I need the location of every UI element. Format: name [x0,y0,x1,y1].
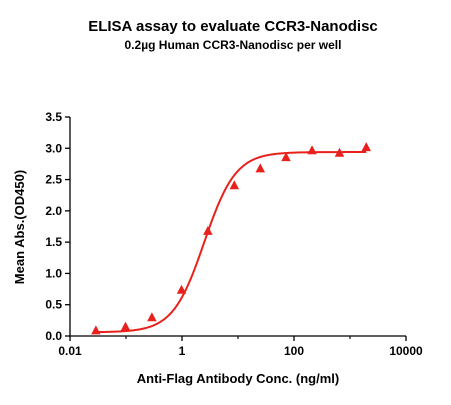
data-point [334,147,345,157]
x-tick-label: 100 [284,344,304,358]
data-point [120,321,131,331]
plot-area: 0.0 0.5 1.0 1.5 2.0 2.5 3.0 3.5 0.01 1 100 10000 [45,110,423,358]
y-tick-label: 1.0 [45,266,62,280]
data-point [361,142,371,152]
data-point [255,163,266,173]
y-tick-label: 1.5 [45,235,62,249]
y-tick-label: 3.5 [45,110,62,124]
y-tick-label: 0.5 [45,298,62,312]
y-tick-label: 3.0 [45,141,62,155]
y-tick-label: 2.0 [45,204,62,218]
data-point [147,312,157,322]
chart-title: ELISA assay to evaluate CCR3-Nanodisc [88,18,378,35]
y-axis-label: Mean Abs.(OD450) [12,170,27,284]
x-tick-label: 10000 [389,344,423,358]
x-axis-label: Anti-Flag Antibody Conc. (ng/ml) [137,371,339,386]
data-point [229,180,240,190]
data-point [91,325,101,335]
fit-curve [95,151,367,334]
data-point [203,225,213,235]
y-tick-label: 2.5 [45,173,62,187]
data-point [281,152,291,162]
data-point [307,145,317,155]
y-tick-label: 0.0 [45,329,62,343]
data-point [176,284,187,294]
chart-subtitle: 0.2µg Human CCR3-Nanodisc per well [125,38,342,52]
x-tick-label: 1 [179,344,186,358]
x-tick-label: 0.01 [58,344,82,358]
